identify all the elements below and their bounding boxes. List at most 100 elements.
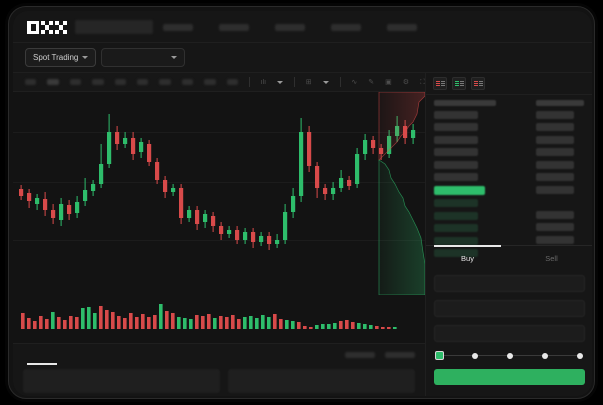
spot-trading-label: Spot Trading xyxy=(33,53,79,62)
toolbar-divider xyxy=(248,77,250,87)
price-field[interactable] xyxy=(434,275,585,292)
orderbook-value-row xyxy=(536,160,574,169)
nav-item-3[interactable] xyxy=(275,24,305,31)
nav-item-4[interactable] xyxy=(331,24,361,31)
submit-buy-button[interactable] xyxy=(434,369,585,385)
nav-items xyxy=(163,24,417,31)
orders-panel-content xyxy=(23,369,415,393)
chart-toolbar: ılı ⊞ ∿ ✎ ▣ ⚙ ⛶ xyxy=(13,73,425,92)
orders-block-1[interactable] xyxy=(23,369,220,393)
slider-stop-50[interactable] xyxy=(507,352,513,359)
device-frame: Spot Trading xyxy=(8,6,595,399)
timeframe-button-10[interactable] xyxy=(226,79,238,85)
price-chart[interactable] xyxy=(13,92,425,295)
candlestick-series xyxy=(19,114,416,250)
orderbook-mode-bids-icon[interactable] xyxy=(452,77,466,90)
gridline xyxy=(13,240,425,241)
orders-panel xyxy=(13,343,425,396)
timeframe-button-2[interactable] xyxy=(47,79,59,85)
orderbook-row[interactable] xyxy=(434,100,496,106)
timeframe-button-8[interactable] xyxy=(181,79,194,85)
active-tab-underline xyxy=(27,363,57,365)
gridline xyxy=(13,182,425,183)
panel-action-2[interactable] xyxy=(385,352,415,358)
orderbook-row[interactable] xyxy=(434,173,478,181)
tab-buy[interactable]: Buy xyxy=(426,245,509,270)
chevron-down-icon[interactable] xyxy=(322,80,329,84)
logo-letter-k xyxy=(41,21,53,34)
slider-stop-75[interactable] xyxy=(542,352,548,359)
toolbar-divider xyxy=(339,77,341,87)
tab-sell[interactable]: Sell xyxy=(545,253,558,263)
orderbook-price-column[interactable] xyxy=(434,100,496,262)
indicators-icon[interactable]: ılı xyxy=(260,78,267,86)
depth-chart-overlay xyxy=(378,92,425,295)
fullscreen-icon[interactable]: ⛶ xyxy=(420,78,425,86)
order-form xyxy=(426,269,592,396)
toolbar-divider xyxy=(294,77,295,87)
volume-chart xyxy=(13,295,425,343)
orderbook-row[interactable] xyxy=(434,211,478,220)
trading-pair-select[interactable] xyxy=(101,48,185,67)
logo-letter-x xyxy=(55,21,67,34)
orderbook-value-row xyxy=(536,135,574,144)
amount-percent-slider[interactable] xyxy=(435,351,584,360)
nav-item-2[interactable] xyxy=(219,24,249,31)
nav-item-5[interactable] xyxy=(387,24,417,31)
total-field[interactable] xyxy=(434,325,585,342)
sub-header: Spot Trading xyxy=(13,43,592,106)
okx-logo-icon[interactable] xyxy=(27,21,67,34)
panel-action-1[interactable] xyxy=(345,352,375,358)
orders-block-2[interactable] xyxy=(228,369,415,393)
chevron-down-icon xyxy=(82,56,89,59)
compare-icon[interactable]: ⊞ xyxy=(305,78,312,86)
orderbook-mode-both-icon[interactable] xyxy=(433,77,447,90)
amount-field[interactable] xyxy=(434,300,585,317)
timeframe-button-1[interactable] xyxy=(25,79,37,85)
logo-letter-o xyxy=(27,21,39,34)
orderbook-value-row xyxy=(536,235,574,244)
orderbook-row[interactable] xyxy=(434,160,478,169)
timeframe-button-9[interactable] xyxy=(204,79,216,85)
settings-icon[interactable]: ⚙ xyxy=(402,78,410,86)
orderbook-row[interactable] xyxy=(434,110,478,119)
slider-handle[interactable] xyxy=(435,351,444,360)
orderbook-row[interactable] xyxy=(434,224,478,232)
orderbook-row[interactable] xyxy=(434,199,478,207)
orderbook-row[interactable] xyxy=(434,148,478,156)
orderbook-trade-panel: Buy Sell xyxy=(425,73,592,396)
search-input[interactable] xyxy=(75,20,153,34)
orderbook-value-row xyxy=(536,173,574,181)
orderbook-row[interactable] xyxy=(434,249,478,257)
spot-trading-dropdown[interactable]: Spot Trading xyxy=(25,48,97,67)
slider-stop-25[interactable] xyxy=(472,352,478,359)
orderbook-value-row xyxy=(536,100,584,106)
orderbook-value-row xyxy=(536,223,574,231)
timeframe-button-4[interactable] xyxy=(92,79,104,85)
timeframe-button-7[interactable] xyxy=(159,79,171,85)
trade-side-tabs: Buy Sell xyxy=(426,245,592,269)
orderbook-value-row xyxy=(536,110,574,119)
orderbook-value-row xyxy=(536,210,574,219)
orderbook-row[interactable] xyxy=(434,135,478,144)
orderbook-value-row xyxy=(536,148,574,156)
orderbook-mode-asks-icon[interactable] xyxy=(471,77,485,90)
orderbook-value-row xyxy=(536,123,574,131)
gridline xyxy=(13,132,425,133)
chevron-down-icon[interactable] xyxy=(277,80,284,84)
line-style-icon[interactable]: ∿ xyxy=(351,78,358,86)
timeframe-button-5[interactable] xyxy=(114,79,126,85)
orderbook-row[interactable] xyxy=(434,123,478,131)
orderbook-view-modes xyxy=(433,77,485,90)
timeframe-button-6[interactable] xyxy=(136,79,149,85)
orderbook-amount-column xyxy=(536,100,584,248)
slider-stop-100[interactable] xyxy=(577,352,583,359)
timeframe-button-3[interactable] xyxy=(69,79,82,85)
panel-divider xyxy=(426,94,592,95)
orderbook-row[interactable] xyxy=(434,185,485,195)
camera-icon[interactable]: ▣ xyxy=(385,78,392,86)
orderbook-row[interactable] xyxy=(434,236,478,245)
chevron-down-icon xyxy=(171,56,177,59)
pencil-icon[interactable]: ✎ xyxy=(368,78,375,86)
nav-item-1[interactable] xyxy=(163,24,193,31)
